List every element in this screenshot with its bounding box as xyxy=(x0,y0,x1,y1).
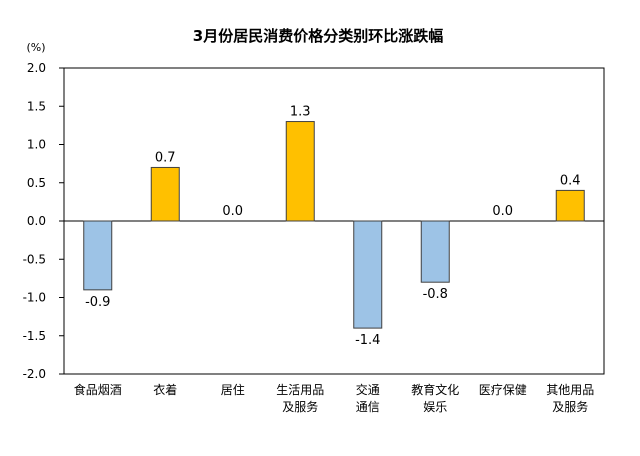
value-label: 0.0 xyxy=(492,204,513,219)
bar xyxy=(83,220,113,291)
bar xyxy=(555,189,585,222)
value-labels-group: -0.9 0.7 0.0 1.3 -1.4 -0.8 0.0 0.4 xyxy=(85,105,581,349)
category-label: 医疗保健 xyxy=(479,383,527,397)
y-tick-label: 1.0 xyxy=(27,138,46,152)
bar xyxy=(353,220,383,329)
category-label: 及服务 xyxy=(552,399,588,414)
category-label: 教育文化 xyxy=(411,382,459,397)
chart-title: 3月份居民消费价格分类别环比涨跌幅 xyxy=(193,27,443,45)
y-tick-label: -2.0 xyxy=(23,367,46,381)
category-label: 居住 xyxy=(221,383,245,397)
value-label: 0.0 xyxy=(222,204,243,219)
y-tick-label: -0.5 xyxy=(23,252,46,266)
y-tick-label: 0.0 xyxy=(27,214,46,228)
bar xyxy=(420,220,450,283)
y-tick-label: -1.0 xyxy=(23,291,46,305)
value-label: -0.9 xyxy=(85,295,110,310)
y-axis: 2.0 1.5 1.0 0.5 0.0 -0.5 -1.0 -1.5 -2.0 xyxy=(23,61,64,381)
y-tick-label: 0.5 xyxy=(27,176,46,190)
value-label: 0.7 xyxy=(155,150,176,165)
category-label: 通信 xyxy=(356,400,380,414)
bar xyxy=(150,166,180,222)
category-label: 衣着 xyxy=(153,382,177,397)
bars-group xyxy=(83,121,585,329)
y-tick-label: 1.5 xyxy=(27,99,46,113)
y-tick-label: -1.5 xyxy=(23,329,46,343)
category-label: 食品烟酒 xyxy=(74,382,122,397)
y-axis-unit: (%) xyxy=(26,41,45,54)
value-label: -0.8 xyxy=(423,287,448,302)
category-label: 及服务 xyxy=(282,399,318,414)
y-tick-label: 2.0 xyxy=(27,61,46,75)
bar xyxy=(285,121,315,222)
value-label: -1.4 xyxy=(355,333,380,348)
category-label: 娱乐 xyxy=(423,400,447,414)
category-label: 生活用品 xyxy=(276,383,324,397)
category-label: 交通 xyxy=(356,382,380,397)
value-label: 1.3 xyxy=(290,105,311,120)
value-label: 0.4 xyxy=(560,173,581,188)
category-label: 其他用品 xyxy=(546,383,594,397)
